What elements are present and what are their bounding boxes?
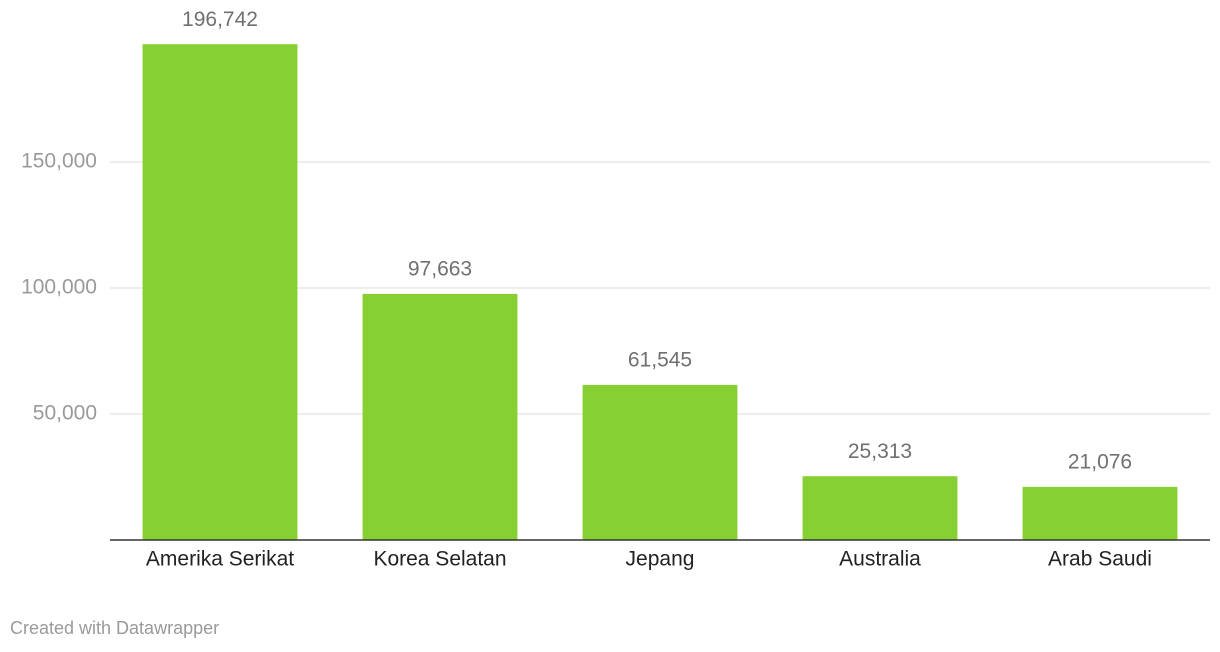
y-tick-label: 100,000 xyxy=(21,276,97,299)
x-tick-label: Arab Saudi xyxy=(1048,548,1152,571)
value-label: 25,313 xyxy=(848,440,912,463)
y-tick-label: 50,000 xyxy=(33,402,97,425)
bar xyxy=(362,293,518,540)
bar xyxy=(142,44,298,541)
bar xyxy=(582,384,738,540)
x-tick-label: Australia xyxy=(839,548,921,571)
value-label: 21,076 xyxy=(1068,450,1132,473)
value-label: 196,742 xyxy=(182,8,258,31)
value-label: 61,545 xyxy=(628,348,692,371)
bar xyxy=(802,476,958,540)
x-tick-label: Korea Selatan xyxy=(373,548,506,571)
x-tick-label: Amerika Serikat xyxy=(146,548,294,571)
value-label: 97,663 xyxy=(408,257,472,280)
credit: Created with Datawrapper xyxy=(10,618,219,638)
bar xyxy=(1022,486,1178,540)
x-tick-label: Jepang xyxy=(626,548,695,571)
y-tick-label: 150,000 xyxy=(21,150,97,173)
